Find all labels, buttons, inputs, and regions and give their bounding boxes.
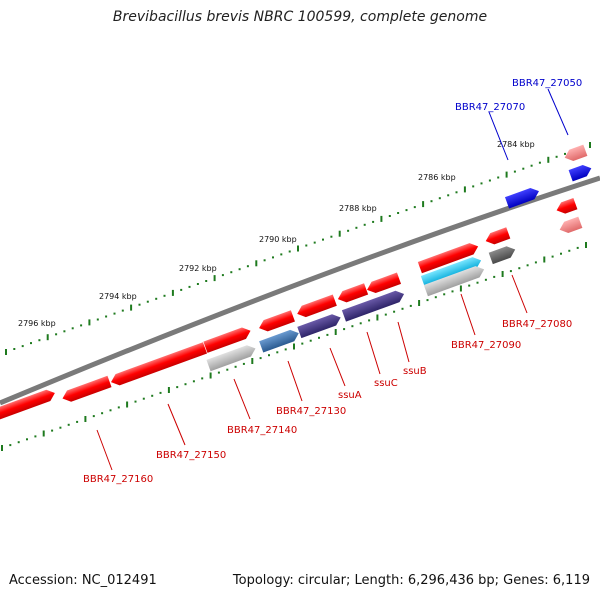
gene-27140-arrow — [206, 345, 256, 372]
gene-27150-arrow — [111, 342, 208, 386]
gene-label: BBR47_27130 — [276, 406, 346, 417]
kbp-label: 2784 kbp — [497, 140, 535, 149]
leader-line — [397, 321, 410, 363]
leader-line — [488, 111, 509, 161]
kbp-labels: 2784 kbp 2786 kbp 2788 kbp 2790 kbp 2792… — [18, 140, 535, 328]
leader-line — [167, 403, 186, 446]
kbp-label: 2788 kbp — [339, 204, 377, 213]
accession-text: Accession: NC_012491 — [9, 573, 157, 588]
gene-27085-arrow — [417, 243, 479, 274]
gene-ssuB-red-arrow — [367, 272, 402, 294]
gene-track — [0, 144, 592, 423]
gene-ssuA-red-arrow — [297, 294, 337, 318]
leader-line — [460, 293, 476, 336]
gene-label: BBR47_27070 — [455, 102, 525, 113]
gene-label: BBR47_27050 — [512, 78, 582, 89]
gene-27090-arrow — [420, 257, 482, 288]
kbp-label: 2786 kbp — [418, 173, 456, 182]
leader-line — [287, 360, 303, 402]
genome-stats-text: Topology: circular; Length: 6,296,436 bp… — [232, 573, 590, 588]
leader-line — [329, 347, 346, 387]
kbp-label: 2796 kbp — [18, 319, 56, 328]
leader-line — [511, 274, 528, 314]
leader-line — [547, 88, 569, 136]
gene-ssuB-arrow — [341, 290, 405, 322]
gene-27135-arrow — [203, 327, 251, 353]
leader-line — [96, 429, 113, 471]
map-title: Brevibacillus brevis NBRC 100599, comple… — [112, 9, 488, 25]
gene-label: ssuC — [374, 378, 398, 389]
gene-label: BBR47_27080 — [502, 319, 572, 330]
gene-27070-arrow — [504, 187, 539, 209]
gene-label: ssuB — [403, 366, 427, 377]
kbp-label: 2794 kbp — [99, 292, 137, 301]
gene-labels: BBR47_27050 BBR47_27070 BBR47_27080 BBR4… — [83, 78, 582, 485]
gene-27050b-arrow — [568, 164, 592, 182]
gene-label: BBR47_27160 — [83, 474, 153, 485]
gene-label: ssuA — [338, 390, 362, 401]
genome-backbone — [0, 175, 600, 406]
gene-27155-arrow — [62, 375, 112, 402]
gene-27065-arrow — [559, 216, 583, 234]
leader-line — [233, 378, 251, 420]
gene-label: BBR47_27150 — [156, 450, 226, 461]
inner-tick-track — [1, 242, 587, 451]
gene-27075-arrow — [485, 227, 511, 245]
leader-lines — [96, 88, 569, 471]
gene-27130-arrow — [259, 329, 299, 353]
gene-ssuC-red-arrow — [337, 283, 369, 303]
leader-line — [366, 331, 381, 375]
kbp-label: 2790 kbp — [259, 235, 297, 244]
gene-ssuA-arrow — [297, 314, 341, 339]
kbp-label: 2792 kbp — [179, 264, 217, 273]
gene-label: BBR47_27090 — [451, 340, 521, 351]
gene-label: BBR47_27140 — [227, 425, 297, 436]
outer-tick-track — [5, 142, 591, 355]
gene-27090b-arrow — [423, 266, 485, 297]
gene-27060-arrow — [556, 197, 578, 214]
gene-27050-arrow — [564, 144, 588, 162]
gene-27125-arrow — [259, 310, 295, 332]
gene-27080-arrow — [488, 246, 516, 265]
gene-27160-arrow — [0, 389, 55, 423]
